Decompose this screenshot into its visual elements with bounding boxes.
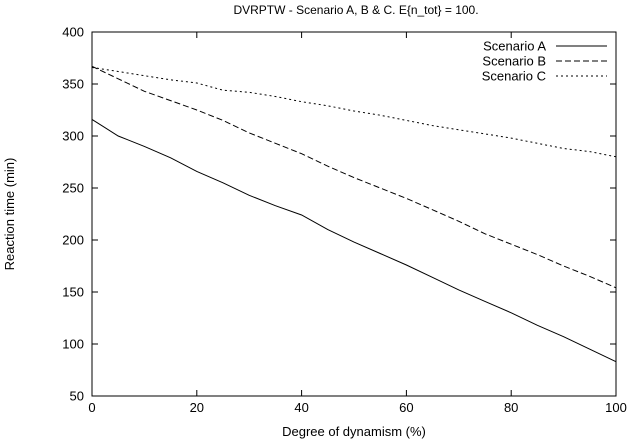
- x-axis-title: Degree of dynamism (%): [282, 424, 426, 439]
- y-axis-title: Reaction time (min): [2, 158, 17, 271]
- x-tick-label: 0: [88, 400, 95, 415]
- x-tick-label: 40: [294, 400, 308, 415]
- y-tick-label: 400: [62, 25, 84, 40]
- x-tick-label: 60: [399, 400, 413, 415]
- x-tick-label: 20: [190, 400, 204, 415]
- series-line-scenario-a: [91, 118, 617, 363]
- plot-frame: [91, 31, 617, 397]
- y-tick-label: 350: [62, 77, 84, 92]
- y-tick-label: 100: [62, 337, 84, 352]
- y-tick-label: 300: [62, 129, 84, 144]
- x-tick-label: 80: [504, 400, 518, 415]
- axis-ticks: 0 20 40 60 80 100 50 100 150 200 250 300 350 400: [62, 25, 627, 416]
- x-tick-label: 100: [605, 400, 627, 415]
- series-line-scenario-c: [91, 66, 617, 158]
- y-tick-label: 150: [62, 285, 84, 300]
- series-line-scenario-b: [91, 65, 617, 289]
- series-lines: [91, 65, 617, 363]
- y-tick-label: 250: [62, 181, 84, 196]
- legend-label-scenario-b: Scenario B: [482, 54, 546, 69]
- y-tick-label: 200: [62, 233, 84, 248]
- legend-label-scenario-c: Scenario C: [482, 69, 546, 84]
- y-tick-label: 50: [70, 389, 84, 404]
- chart-title: DVRPTW - Scenario A, B & C. E{n_tot} = 1…: [233, 3, 478, 17]
- legend-label-scenario-a: Scenario A: [483, 39, 546, 54]
